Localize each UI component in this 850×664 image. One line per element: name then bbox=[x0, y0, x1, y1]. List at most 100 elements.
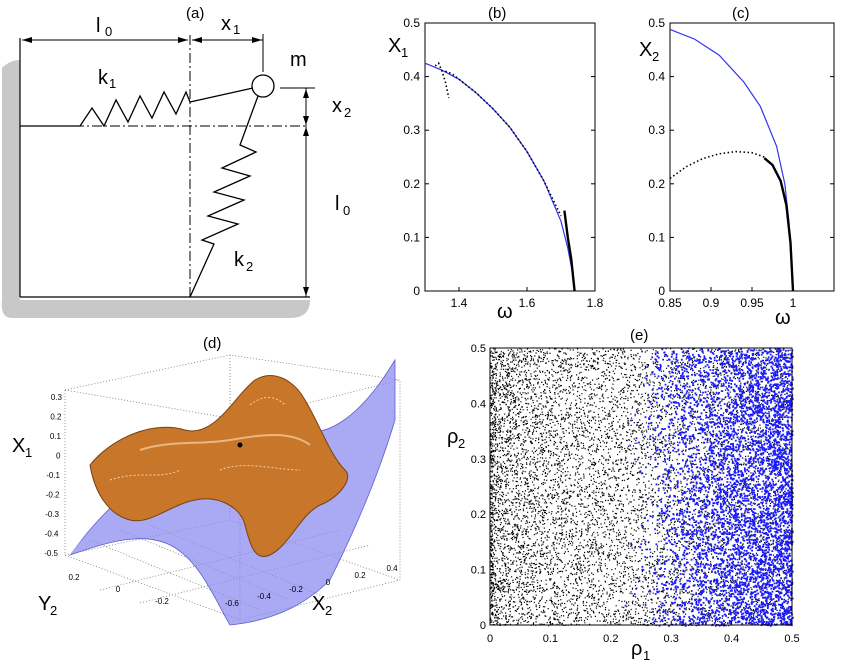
d-ztick-label: 0.2 bbox=[50, 413, 62, 422]
d-ztick-label: -0.4 bbox=[45, 530, 59, 539]
e-ytick-label: 0.4 bbox=[471, 398, 486, 410]
panel-d-xlabel-sub: 2 bbox=[325, 603, 332, 618]
panel-c-series bbox=[669, 28, 795, 292]
e-xtick-label: 0.3 bbox=[664, 633, 679, 645]
b-ytick-label: 0 bbox=[413, 284, 420, 298]
l0-right-subscript: 0 bbox=[343, 203, 350, 218]
c-ytick-label: 0.4 bbox=[648, 70, 665, 84]
k2-subscript: 2 bbox=[246, 259, 253, 274]
orange-surface-mesh bbox=[109, 397, 301, 481]
panel-b-x-ticks: 1.4 1.6 1.8 bbox=[451, 287, 604, 310]
panel-d-y-ticks: 0.2 0 -0.2 bbox=[68, 573, 169, 606]
e-xtick-label: 0.4 bbox=[724, 633, 739, 645]
panel-c-chart: (c) 0 0.1 0.2 0.3 0.4 0.5 0.85 0.9 0.95 1 X 2 ω bbox=[639, 5, 835, 329]
d-xtick-label: 0 bbox=[326, 578, 331, 587]
panel-e-x-ticks: 0 0.1 0.2 0.3 0.4 0.5 bbox=[487, 621, 800, 645]
c-series-blue bbox=[669, 28, 794, 292]
panel-c-label: (c) bbox=[732, 5, 750, 22]
panel-c-y-ticks: 0 0.1 0.2 0.3 0.4 0.5 bbox=[648, 16, 834, 298]
panel-e-xlabel: ρ bbox=[631, 638, 642, 660]
k2-label: k bbox=[234, 249, 245, 271]
l0-top-label: l bbox=[96, 15, 100, 37]
d-ytick-label: 0 bbox=[116, 585, 121, 594]
d-xtick-label: 0.2 bbox=[354, 571, 366, 580]
b-ytick-label: 0.5 bbox=[403, 16, 420, 30]
e-ytick-label: 0.5 bbox=[471, 343, 486, 355]
c-ytick-label: 0.1 bbox=[648, 230, 665, 244]
panel-d-z-ticks: 0.3 0.2 0.1 0 -0.1 -0.2 -0.3 -0.4 -0.5 bbox=[44, 393, 62, 558]
panel-b-y-ticks: 0 0.1 0.2 0.3 0.4 0.5 bbox=[403, 16, 595, 298]
d-ztick-label: -0.3 bbox=[45, 510, 59, 519]
panel-d-zlabel-sub: 1 bbox=[25, 445, 32, 460]
b-ytick-label: 0.2 bbox=[403, 177, 420, 191]
b-ytick-label: 0.3 bbox=[403, 123, 420, 137]
c-xtick-label: 0.9 bbox=[703, 296, 720, 310]
e-scatter-black-points bbox=[490, 348, 794, 627]
d-ztick-label: -0.2 bbox=[46, 491, 60, 500]
b-series-black-dotted bbox=[445, 70, 562, 217]
panel-b-frame bbox=[424, 22, 596, 292]
b-series-black-dotted-branch bbox=[434, 61, 450, 99]
panel-e-ylabel-sub: 2 bbox=[458, 436, 465, 451]
b-xtick-label: 1.6 bbox=[519, 296, 536, 310]
c-ytick-label: 0.3 bbox=[648, 123, 665, 137]
b-xtick-label: 1.4 bbox=[451, 296, 468, 310]
c-ytick-label: 0.5 bbox=[648, 16, 665, 30]
panel-e-xlabel-sub: 1 bbox=[643, 648, 650, 663]
k1-label: k bbox=[98, 67, 109, 89]
orange-surface-highlight bbox=[139, 434, 311, 451]
d-ztick-label: 0.1 bbox=[50, 432, 62, 441]
panel-b-series bbox=[424, 61, 576, 292]
mass-label: m bbox=[290, 49, 307, 71]
orange-surface bbox=[89, 375, 348, 558]
panel-d-ylabel: Y bbox=[38, 593, 51, 615]
panel-b-ylabel: X bbox=[388, 35, 401, 57]
x2-subscript: 2 bbox=[344, 105, 351, 120]
c-xtick-label: 1 bbox=[790, 296, 797, 310]
e-xtick-label: 0.1 bbox=[543, 633, 558, 645]
k1-subscript: 1 bbox=[109, 76, 116, 91]
spring-k2 bbox=[189, 95, 259, 298]
x2-label: x bbox=[332, 95, 342, 117]
panel-b-ylabel-sub: 1 bbox=[401, 45, 408, 60]
panel-d-ylabel-sub: 2 bbox=[50, 603, 57, 618]
equilibrium-point bbox=[237, 442, 243, 448]
e-xtick-label: 0.2 bbox=[603, 633, 618, 645]
panel-d-label: (d) bbox=[203, 335, 221, 352]
panel-e-y-ticks: 0 0.1 0.2 0.3 0.4 0.5 bbox=[471, 343, 494, 632]
c-series-black-solid bbox=[763, 157, 795, 292]
d-ztick-label: -0.5 bbox=[44, 549, 58, 558]
e-xtick-label: 0.5 bbox=[784, 633, 799, 645]
panel-e-ylabel: ρ bbox=[447, 426, 458, 448]
d-ztick-label: 0 bbox=[56, 452, 61, 461]
b-series-blue bbox=[424, 62, 576, 292]
panel-c-frame bbox=[669, 22, 835, 292]
panel-d-surface: (d) X 1 Y 2 X 2 0.3 0.2 0 bbox=[12, 335, 401, 626]
panel-c-xlabel: ω bbox=[775, 307, 791, 329]
d-ytick-label: 0.2 bbox=[68, 573, 80, 582]
e-ytick-label: 0 bbox=[480, 620, 486, 632]
e-ytick-label: 0.1 bbox=[471, 565, 486, 577]
d-xtick-label: -0.6 bbox=[225, 599, 239, 608]
right-dimension-arrows bbox=[303, 89, 309, 296]
panel-c-ylabel: X bbox=[639, 39, 652, 61]
spring-k1 bbox=[20, 87, 254, 128]
c-xtick-label: 0.95 bbox=[740, 296, 764, 310]
panel-a-label: (a) bbox=[186, 5, 204, 22]
d-ytick-label: -0.2 bbox=[155, 597, 169, 606]
mass-circle bbox=[251, 74, 275, 98]
panel-e-points bbox=[490, 348, 794, 627]
d-xtick-label: -0.4 bbox=[257, 592, 271, 601]
b-xtick-label: 1.8 bbox=[587, 296, 604, 310]
c-xtick-label: 0.85 bbox=[658, 296, 682, 310]
panel-b-xlabel: ω bbox=[497, 301, 513, 323]
d-ztick-label: 0.3 bbox=[51, 393, 63, 402]
panel-e-frame bbox=[489, 347, 793, 626]
panel-c-ylabel-sub: 2 bbox=[652, 49, 659, 64]
b-series-black-solid bbox=[563, 210, 576, 292]
e-xtick-label: 0 bbox=[487, 633, 493, 645]
panel-e-label: (e) bbox=[630, 327, 648, 344]
panel-d-xlabel: X bbox=[312, 593, 325, 615]
e-scatter-blue-points bbox=[624, 348, 794, 627]
